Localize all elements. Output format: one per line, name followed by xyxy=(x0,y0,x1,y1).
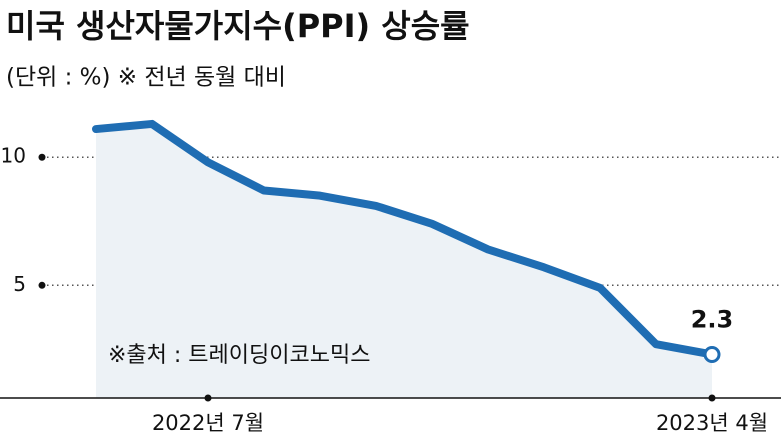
end-point xyxy=(703,345,721,363)
source-note: ※출처 : 트레이딩이코노믹스 xyxy=(108,343,370,368)
x-tick-dot xyxy=(204,394,212,402)
y-tick-label: 5 xyxy=(13,272,26,296)
x-tick-label: 2023년 4월 xyxy=(656,411,768,435)
x-tick-label: 2022년 7월 xyxy=(152,411,264,435)
y-tick-label: 10 xyxy=(1,144,26,168)
tick-dot xyxy=(38,281,46,289)
plot: 5 10 2.3 2022년 7월 2023년 4월 xyxy=(0,119,781,435)
chart-subtitle: (단위 : %) ※ 전년 동월 대비 xyxy=(6,65,286,91)
area xyxy=(96,123,712,399)
line xyxy=(92,119,716,359)
tick-dot xyxy=(38,153,46,161)
x-tick-dot xyxy=(708,394,716,402)
value-label: 2.3 xyxy=(691,305,734,333)
chart-title: 미국 생산자물가지수(PPI) 상승률 xyxy=(6,7,470,45)
